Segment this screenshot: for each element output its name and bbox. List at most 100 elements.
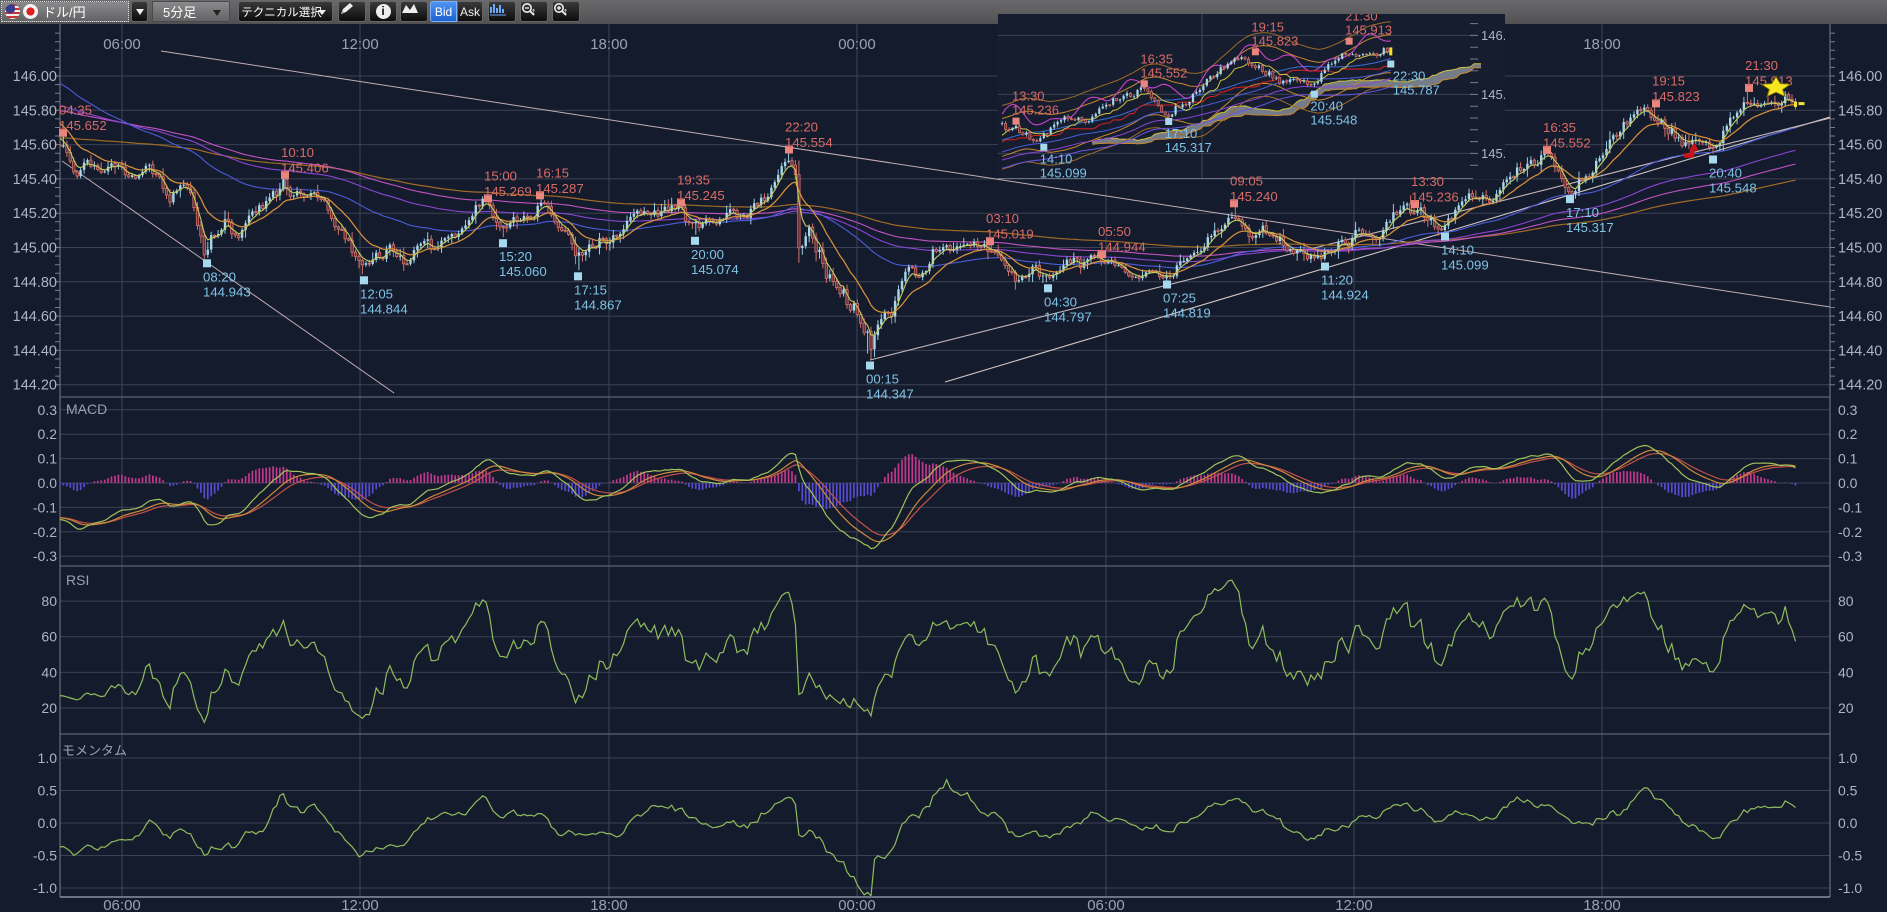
svg-text:13:30: 13:30 bbox=[1411, 174, 1444, 189]
svg-text:145.240: 145.240 bbox=[1230, 189, 1278, 204]
svg-text:16:35: 16:35 bbox=[1543, 120, 1576, 135]
svg-text:0.2: 0.2 bbox=[38, 426, 58, 442]
svg-text:145.317: 145.317 bbox=[1566, 220, 1614, 235]
svg-text:145.074: 145.074 bbox=[691, 262, 739, 277]
svg-text:22:30: 22:30 bbox=[1393, 69, 1426, 84]
svg-text:06:00: 06:00 bbox=[1087, 897, 1125, 912]
svg-text:144.867: 144.867 bbox=[574, 297, 622, 312]
svg-text:145.552: 145.552 bbox=[1140, 65, 1187, 80]
svg-text:20:40: 20:40 bbox=[1310, 99, 1343, 114]
svg-text:0.1: 0.1 bbox=[38, 451, 58, 467]
svg-text:145.60: 145.60 bbox=[13, 138, 57, 154]
svg-text:17:10: 17:10 bbox=[1566, 205, 1599, 220]
svg-text:18:00: 18:00 bbox=[590, 897, 628, 912]
svg-text:14:10: 14:10 bbox=[1441, 243, 1474, 258]
svg-text:40: 40 bbox=[1838, 664, 1854, 680]
svg-text:-0.3: -0.3 bbox=[33, 548, 57, 564]
svg-text:19:15: 19:15 bbox=[1652, 73, 1685, 88]
svg-text:145.236: 145.236 bbox=[1012, 103, 1059, 118]
svg-text:145.236: 145.236 bbox=[1411, 190, 1459, 205]
svg-text:20:40: 20:40 bbox=[1709, 166, 1742, 181]
svg-text:145.245: 145.245 bbox=[677, 188, 725, 203]
svg-text:145.099: 145.099 bbox=[1441, 258, 1489, 273]
svg-text:144.819: 144.819 bbox=[1163, 306, 1211, 321]
svg-text:03:10: 03:10 bbox=[986, 211, 1019, 226]
svg-text:0.0: 0.0 bbox=[1838, 475, 1858, 491]
svg-text:145.823: 145.823 bbox=[1652, 89, 1700, 104]
svg-text:145.099: 145.099 bbox=[1040, 166, 1087, 181]
svg-text:144.60: 144.60 bbox=[13, 309, 57, 325]
svg-text:0.3: 0.3 bbox=[38, 402, 58, 418]
svg-text:144.347: 144.347 bbox=[866, 387, 914, 402]
svg-text:RSI: RSI bbox=[66, 572, 89, 588]
svg-text:14:10: 14:10 bbox=[1040, 152, 1073, 167]
svg-text:04:35: 04:35 bbox=[59, 103, 92, 118]
svg-text:144.943: 144.943 bbox=[203, 284, 251, 299]
svg-text:146.00: 146.00 bbox=[1838, 69, 1882, 85]
svg-text:144.20: 144.20 bbox=[13, 378, 57, 394]
svg-text:144.80: 144.80 bbox=[13, 275, 57, 291]
svg-text:06:00: 06:00 bbox=[103, 36, 141, 53]
svg-text:07:25: 07:25 bbox=[1163, 291, 1196, 306]
svg-text:18:00: 18:00 bbox=[1583, 36, 1621, 53]
svg-text:145.317: 145.317 bbox=[1165, 140, 1212, 155]
svg-text:1.0: 1.0 bbox=[1838, 750, 1858, 766]
svg-text:-0.1: -0.1 bbox=[1838, 499, 1862, 515]
svg-text:145.552: 145.552 bbox=[1543, 135, 1591, 150]
svg-text:145.269: 145.269 bbox=[484, 184, 532, 199]
svg-text:09:05: 09:05 bbox=[1230, 173, 1263, 188]
svg-text:-0.1: -0.1 bbox=[33, 499, 57, 515]
svg-text:145.823: 145.823 bbox=[1251, 33, 1298, 48]
svg-text:0.0: 0.0 bbox=[38, 475, 58, 491]
svg-text:146.: 146. bbox=[1481, 28, 1505, 43]
svg-text:60: 60 bbox=[1838, 629, 1854, 645]
svg-text:144.924: 144.924 bbox=[1321, 288, 1369, 303]
svg-text:144.40: 144.40 bbox=[13, 343, 57, 359]
svg-text:0.5: 0.5 bbox=[1838, 783, 1858, 799]
svg-text:-0.5: -0.5 bbox=[33, 848, 57, 864]
svg-text:12:05: 12:05 bbox=[360, 286, 393, 301]
svg-text:13:30: 13:30 bbox=[1012, 89, 1045, 104]
svg-text:145.406: 145.406 bbox=[281, 160, 329, 175]
svg-text:0.0: 0.0 bbox=[38, 815, 58, 831]
svg-text:145.019: 145.019 bbox=[986, 227, 1034, 242]
svg-text:144.80: 144.80 bbox=[1838, 275, 1882, 291]
svg-text:12:00: 12:00 bbox=[1335, 897, 1373, 912]
svg-text:145.20: 145.20 bbox=[1838, 206, 1882, 222]
svg-text:60: 60 bbox=[41, 629, 57, 645]
svg-text:145.20: 145.20 bbox=[13, 206, 57, 222]
svg-text:145.: 145. bbox=[1481, 87, 1505, 102]
svg-text:0.5: 0.5 bbox=[38, 783, 58, 799]
svg-text:145.287: 145.287 bbox=[536, 181, 584, 196]
svg-text:00:00: 00:00 bbox=[838, 36, 876, 53]
svg-text:00:15: 00:15 bbox=[866, 372, 899, 387]
svg-text:144.844: 144.844 bbox=[360, 301, 408, 316]
svg-text:-0.5: -0.5 bbox=[1838, 848, 1862, 864]
svg-text:10:10: 10:10 bbox=[281, 145, 314, 160]
svg-text:145.00: 145.00 bbox=[13, 241, 57, 257]
svg-text:17:10: 17:10 bbox=[1165, 126, 1198, 141]
svg-text:145.060: 145.060 bbox=[499, 264, 547, 279]
svg-text:0.2: 0.2 bbox=[1838, 426, 1858, 442]
svg-text:146.00: 146.00 bbox=[13, 69, 57, 85]
svg-text:80: 80 bbox=[41, 593, 57, 609]
svg-text:18:00: 18:00 bbox=[1583, 897, 1621, 912]
svg-text:20: 20 bbox=[1838, 700, 1854, 716]
svg-text:-0.2: -0.2 bbox=[33, 524, 57, 540]
svg-text:145.80: 145.80 bbox=[13, 103, 57, 119]
svg-text:00:00: 00:00 bbox=[838, 897, 876, 912]
svg-text:144.60: 144.60 bbox=[1838, 309, 1882, 325]
svg-text:145.554: 145.554 bbox=[785, 135, 833, 150]
svg-text:144.20: 144.20 bbox=[1838, 378, 1882, 394]
svg-text:80: 80 bbox=[1838, 593, 1854, 609]
svg-text:22:20: 22:20 bbox=[785, 120, 818, 135]
svg-text:11:20: 11:20 bbox=[1321, 273, 1353, 288]
svg-text:145.80: 145.80 bbox=[1838, 103, 1882, 119]
svg-text:MACD: MACD bbox=[66, 401, 107, 417]
svg-text:20:00: 20:00 bbox=[691, 247, 724, 262]
svg-text:145.652: 145.652 bbox=[59, 118, 107, 133]
svg-text:モメンタム: モメンタム bbox=[62, 743, 127, 758]
svg-text:15:20: 15:20 bbox=[499, 249, 532, 264]
svg-text:18:00: 18:00 bbox=[590, 36, 628, 53]
svg-text:144.40: 144.40 bbox=[1838, 343, 1882, 359]
